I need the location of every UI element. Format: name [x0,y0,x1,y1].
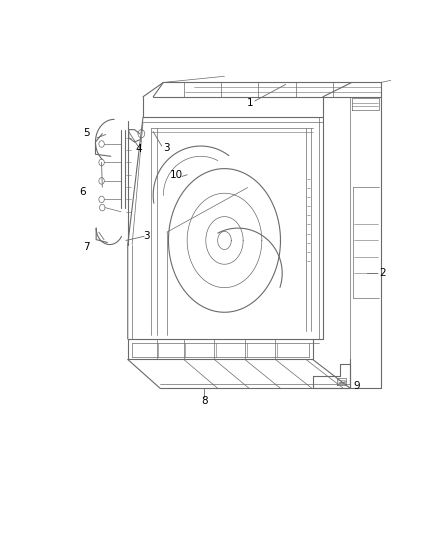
Text: 7: 7 [83,243,90,253]
Text: 3: 3 [143,230,150,240]
Text: 8: 8 [201,397,208,406]
Text: 3: 3 [163,143,170,153]
Text: 9: 9 [353,381,360,391]
Text: 6: 6 [79,187,86,197]
Text: 10: 10 [170,170,183,180]
Text: 4: 4 [136,143,142,154]
Text: 5: 5 [83,128,90,138]
Text: 2: 2 [379,268,385,278]
Text: 1: 1 [247,98,253,108]
